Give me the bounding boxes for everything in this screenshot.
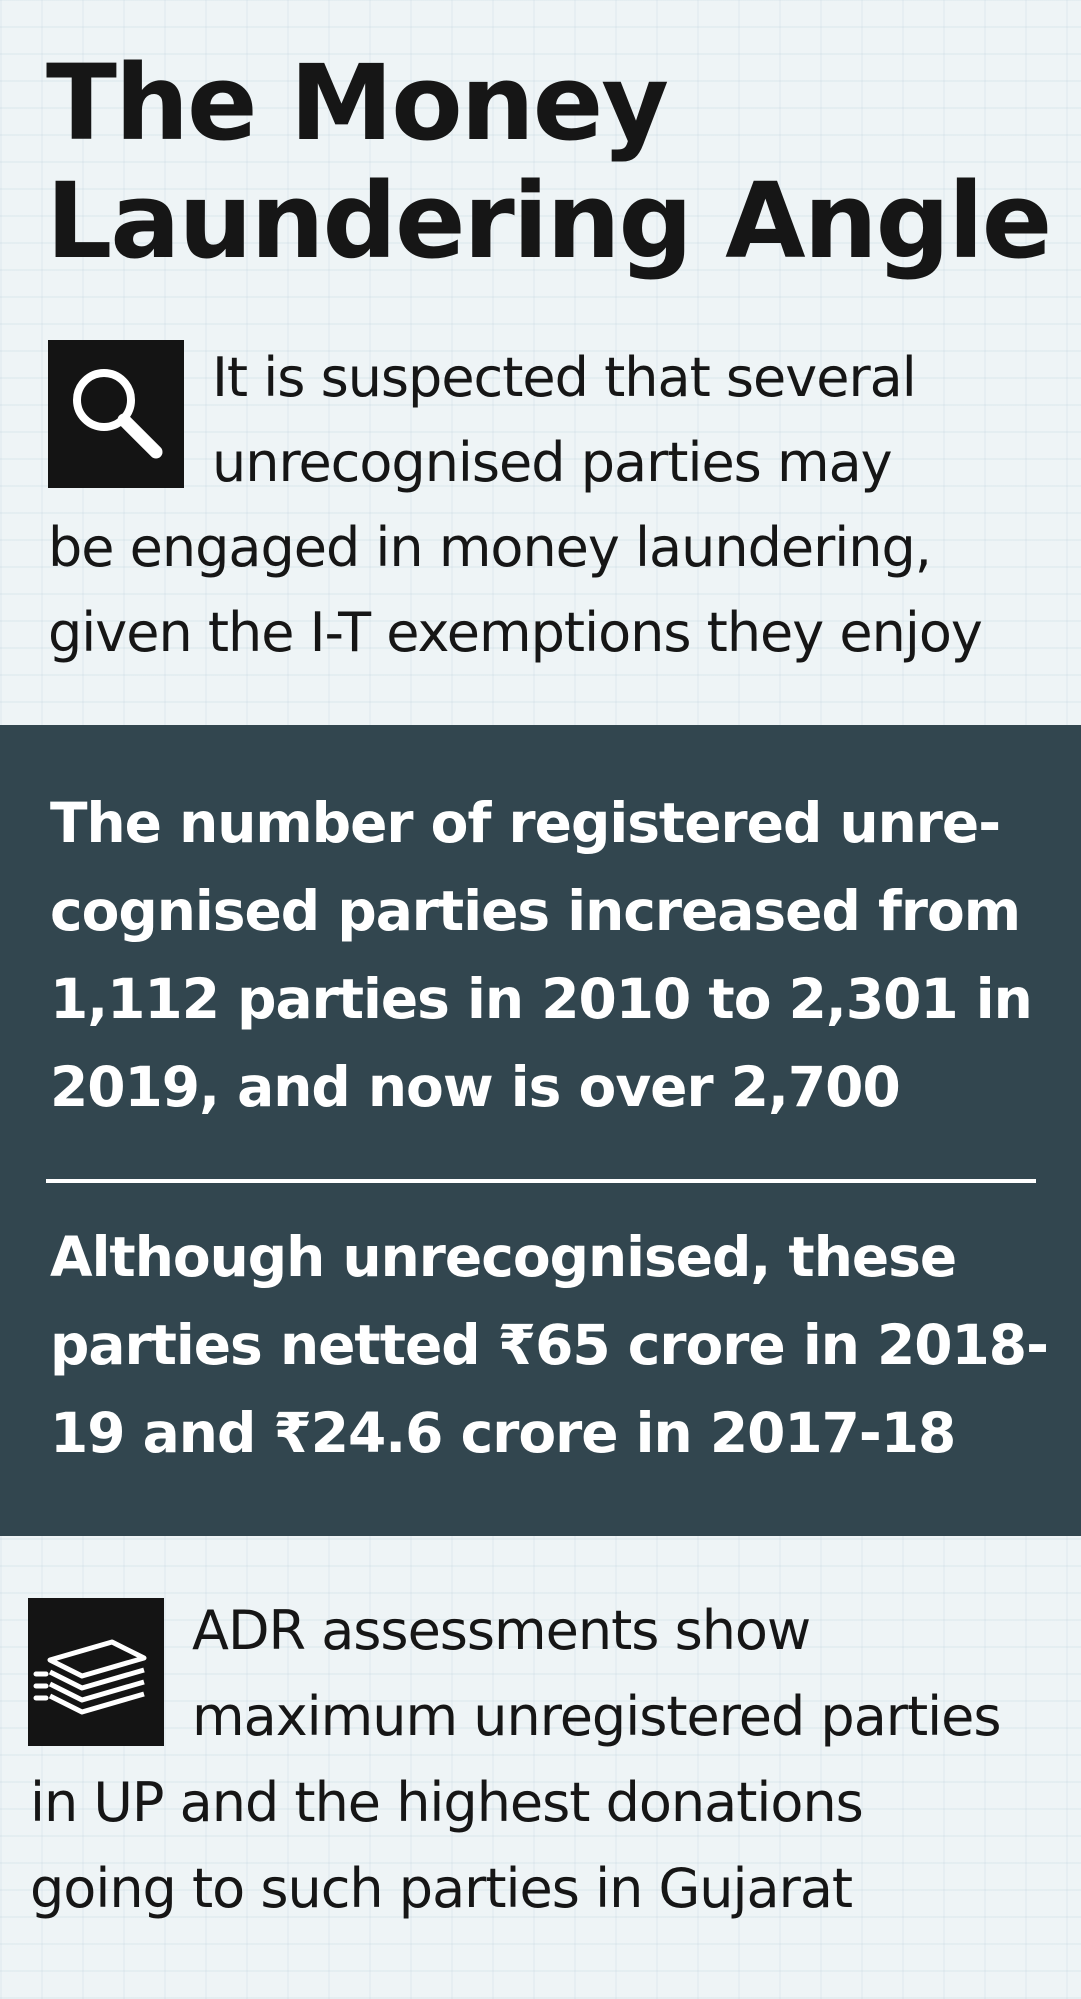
outro-paragraph: ADR assessments show maximum unregistere…: [30, 1588, 1070, 1932]
outro-line: in UP and the highest donations: [30, 1771, 864, 1834]
fact-line: The number of registered unre-: [50, 791, 1001, 855]
intro-line: be engaged in money laundering,: [48, 516, 932, 579]
fact-line: cognised parties increased from: [50, 879, 1021, 943]
outro-line: ADR assessments show: [192, 1599, 811, 1662]
fact-line: 19 and ₹24.6 crore in 2017-18: [50, 1401, 956, 1465]
headline-line-1: The Money: [46, 42, 669, 164]
intro-paragraph: It is suspected that several unrecognise…: [48, 335, 1058, 675]
facts-panel: The number of registered unre- cognised …: [0, 725, 1081, 1536]
intro-line: unrecognised parties may: [212, 431, 893, 494]
fact-line: Although unrecognised, these: [50, 1225, 957, 1289]
headline: The Money Laundering Angle: [46, 44, 1056, 280]
party-count-fact: The number of registered unre- cognised …: [50, 779, 1060, 1131]
money-stack-icon: [28, 1598, 164, 1746]
fact-line: parties netted ₹65 crore in 2018-: [50, 1313, 1049, 1377]
fact-line: 1,112 parties in 2010 to 2,301 in: [50, 967, 1033, 1031]
intro-line: It is suspected that several: [212, 346, 917, 409]
outro-line: maximum unregistered parties: [192, 1685, 1002, 1748]
fact-line: 2019, and now is over 2,700: [50, 1055, 901, 1119]
search-icon: [48, 340, 184, 488]
donations-fact: Although unrecognised, these parties net…: [50, 1213, 1060, 1477]
headline-line-2: Laundering Angle: [46, 160, 1052, 282]
intro-line: given the I-T exemptions they enjoy: [48, 601, 983, 664]
panel-divider: [46, 1179, 1036, 1183]
outro-line: going to such parties in Gujarat: [30, 1857, 853, 1920]
